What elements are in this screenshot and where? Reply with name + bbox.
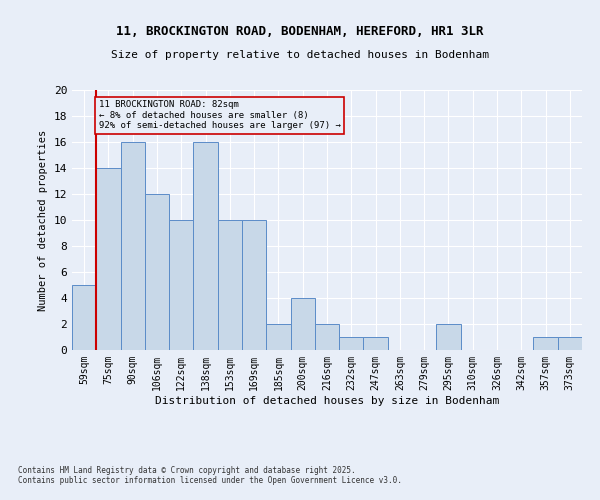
Text: Contains HM Land Registry data © Crown copyright and database right 2025.
Contai: Contains HM Land Registry data © Crown c… (18, 466, 402, 485)
Bar (218, 220, 242, 350)
Bar (315, 324, 339, 350)
Text: Size of property relative to detached houses in Bodenham: Size of property relative to detached ho… (111, 50, 489, 60)
Bar (266, 324, 290, 350)
X-axis label: Distribution of detached houses by size in Bodenham: Distribution of detached houses by size … (155, 396, 499, 406)
Text: 11, BROCKINGTON ROAD, BODENHAM, HEREFORD, HR1 3LR: 11, BROCKINGTON ROAD, BODENHAM, HEREFORD… (116, 25, 484, 38)
Bar (145, 194, 169, 350)
Bar (169, 220, 193, 350)
Bar (339, 337, 364, 350)
Bar (72, 285, 96, 350)
Bar (193, 142, 218, 350)
Bar (436, 324, 461, 350)
Bar (242, 220, 266, 350)
Bar (290, 298, 315, 350)
Bar (364, 337, 388, 350)
Bar (558, 337, 582, 350)
Bar (533, 337, 558, 350)
Text: 11 BROCKINGTON ROAD: 82sqm
← 8% of detached houses are smaller (8)
92% of semi-d: 11 BROCKINGTON ROAD: 82sqm ← 8% of detac… (99, 100, 341, 130)
Y-axis label: Number of detached properties: Number of detached properties (38, 130, 48, 310)
Bar (121, 142, 145, 350)
Bar (96, 168, 121, 350)
